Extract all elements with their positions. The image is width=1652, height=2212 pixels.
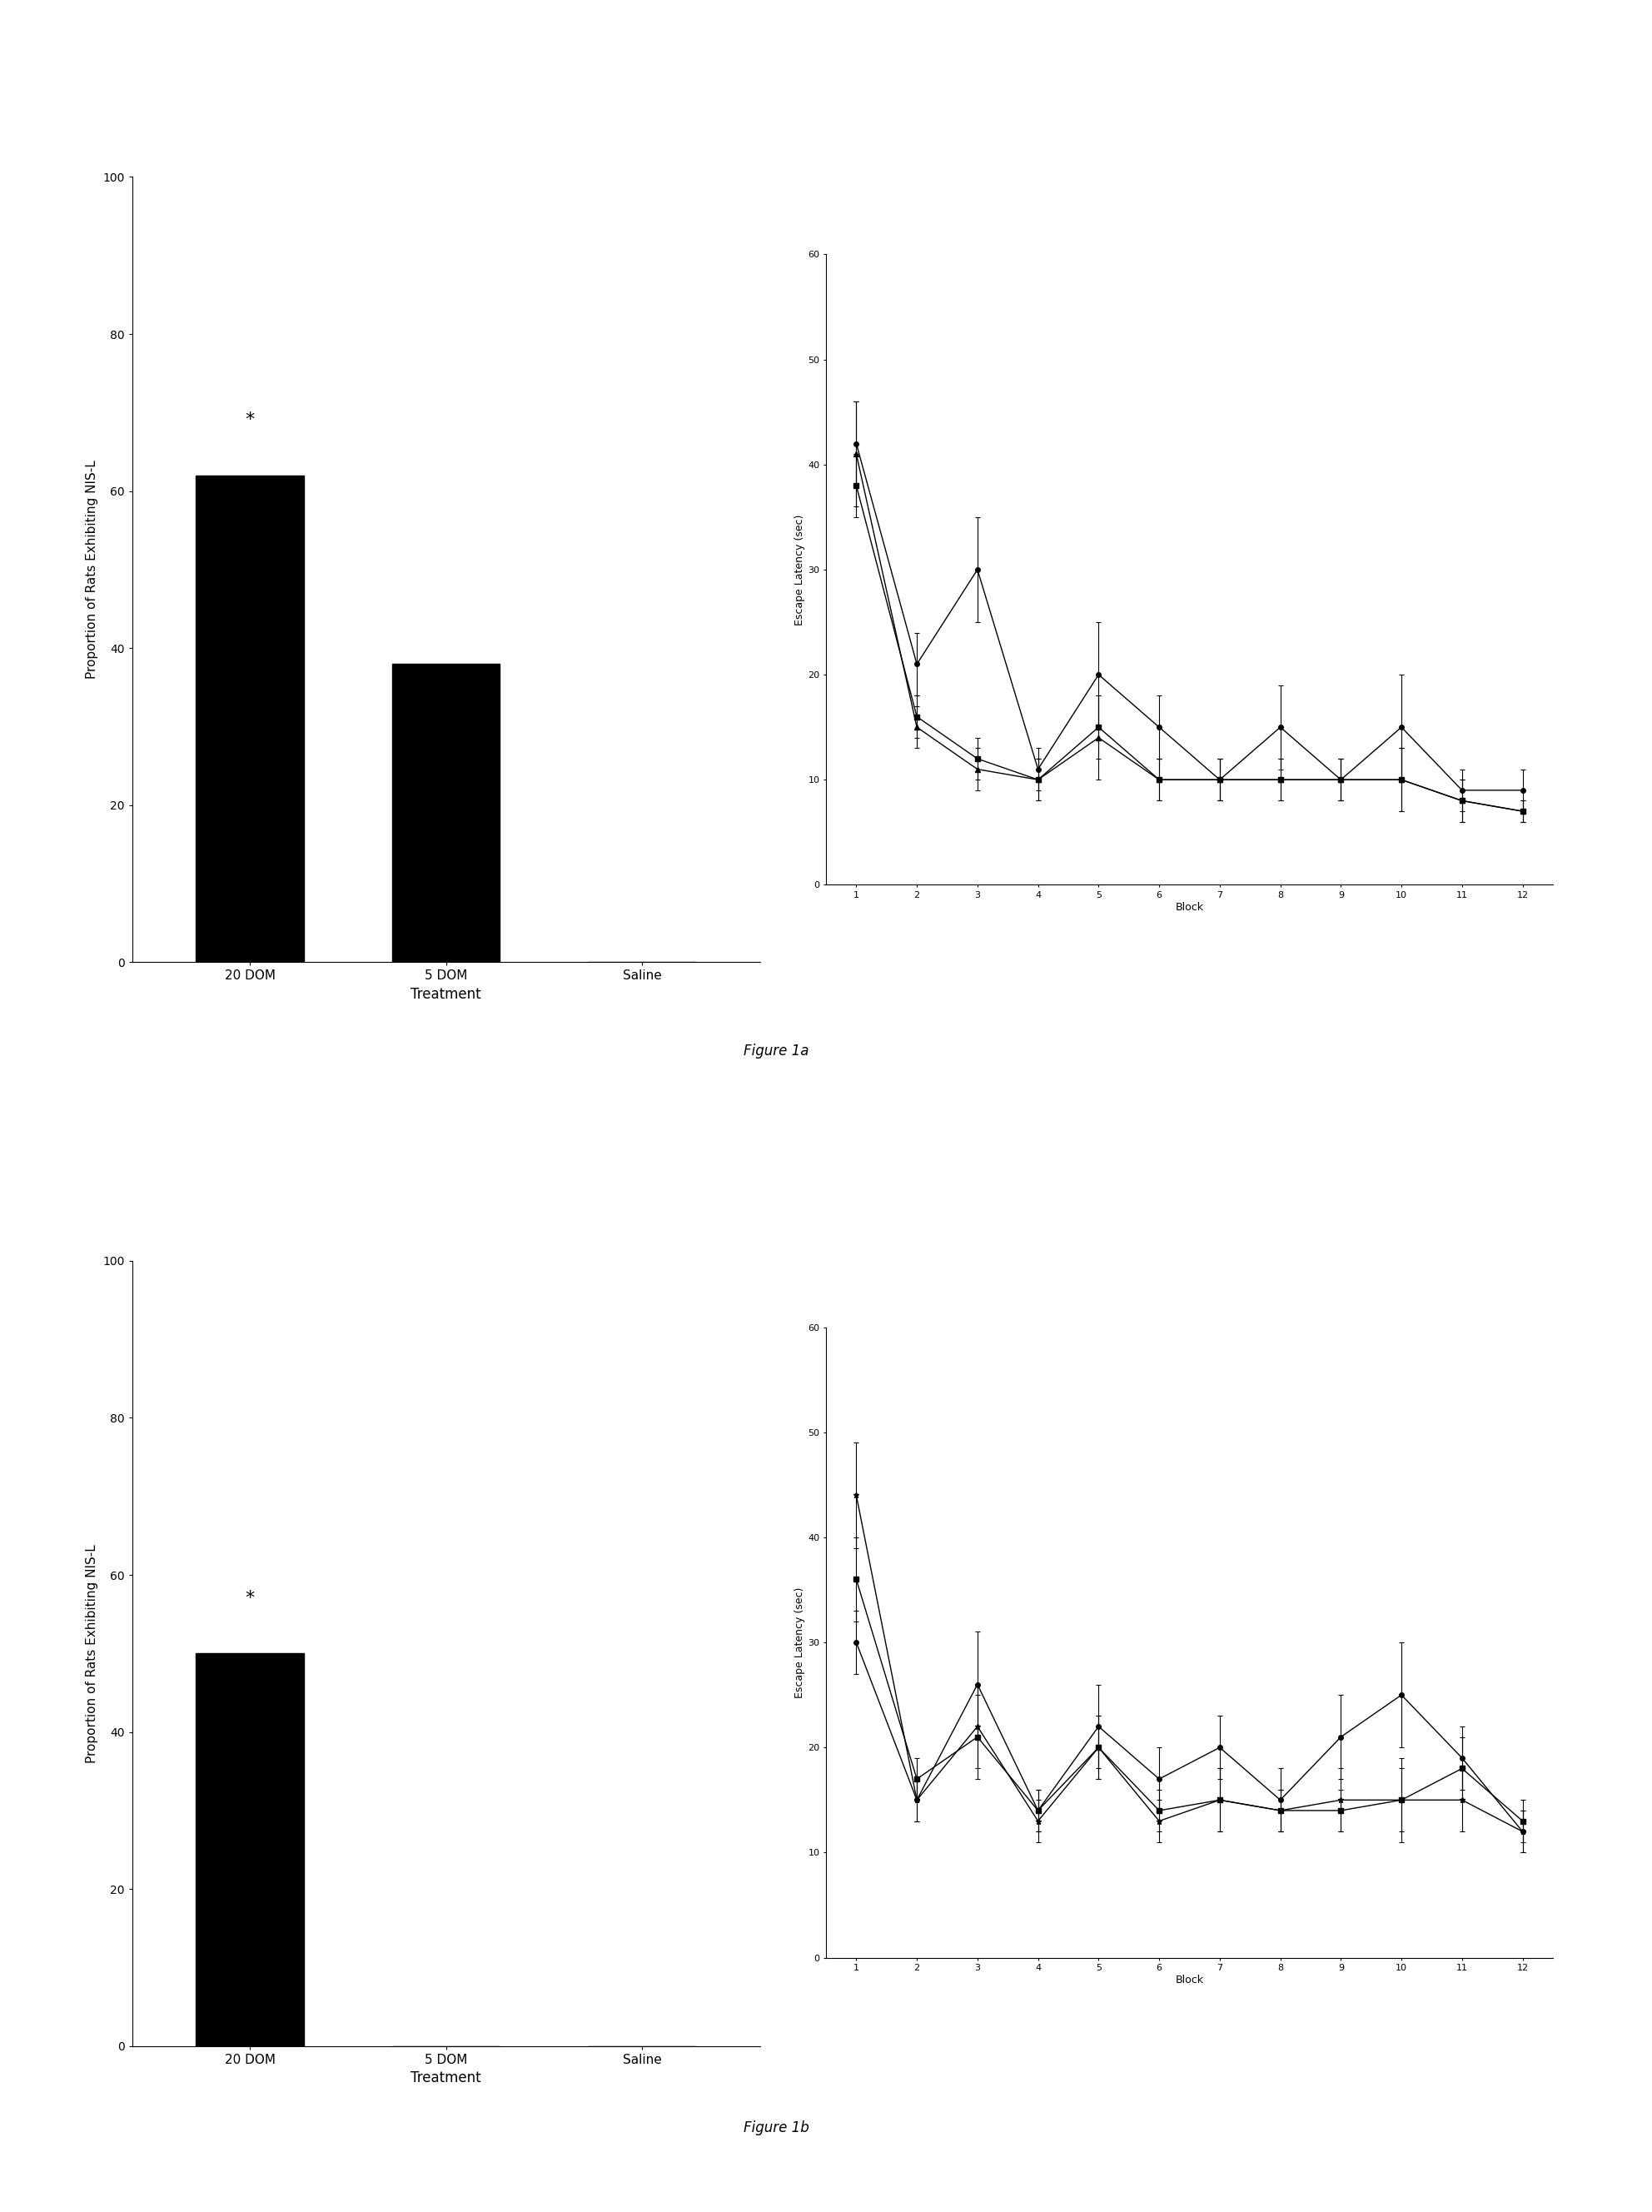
Y-axis label: Proportion of Rats Exhibiting NIS-L: Proportion of Rats Exhibiting NIS-L <box>86 460 97 679</box>
X-axis label: Block: Block <box>1175 1975 1204 1986</box>
X-axis label: Treatment: Treatment <box>411 2070 481 2086</box>
Bar <box>392 664 501 962</box>
Bar <box>197 476 304 962</box>
Y-axis label: Escape Latency (sec): Escape Latency (sec) <box>795 1586 806 1699</box>
Text: Figure 1a: Figure 1a <box>743 1044 809 1057</box>
Y-axis label: Escape Latency (sec): Escape Latency (sec) <box>795 513 806 626</box>
Y-axis label: Proportion of Rats Exhibiting NIS-L: Proportion of Rats Exhibiting NIS-L <box>86 1544 97 1763</box>
Text: *: * <box>244 1590 254 1606</box>
Text: *: * <box>244 411 254 429</box>
X-axis label: Treatment: Treatment <box>411 987 481 1002</box>
X-axis label: Block: Block <box>1175 902 1204 914</box>
Text: Figure 1b: Figure 1b <box>743 2121 809 2135</box>
Bar <box>197 1655 304 2046</box>
